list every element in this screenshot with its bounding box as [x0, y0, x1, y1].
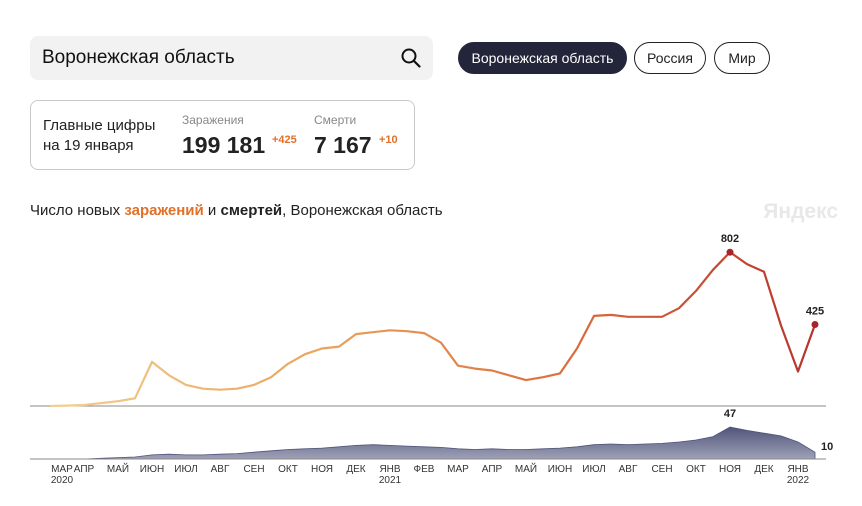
x-tick-label: ОКТ: [278, 464, 298, 475]
point-label: 802: [721, 233, 739, 245]
cases-total: 199 181: [182, 132, 266, 158]
x-tick-label: НОЯ: [719, 464, 741, 475]
watermark: Яндекс: [763, 200, 838, 223]
x-tick-label: МАР: [51, 464, 73, 475]
x-year-label: 2021: [379, 475, 402, 486]
x-tick-label: ИЮЛ: [174, 464, 197, 475]
tab-world[interactable]: Мир: [714, 42, 770, 74]
x-tick-label: ЯНВ: [787, 464, 808, 475]
point-label: 47: [724, 408, 736, 420]
summary-heading: Главные цифры: [43, 117, 156, 134]
title-part: Число новых: [30, 202, 121, 219]
cases-label: Заражения: [182, 113, 244, 127]
x-tick-label: АПР: [74, 464, 95, 475]
x-tick-label: ФЕВ: [414, 464, 435, 475]
x-tick-label: АВГ: [619, 464, 638, 475]
point-label: 10: [821, 441, 833, 453]
point-marker: [811, 321, 819, 328]
cases-line: [49, 251, 817, 408]
x-tick-label: СЕН: [651, 464, 672, 475]
tab-russia[interactable]: Россия: [634, 42, 706, 74]
x-tick-label: ИЮН: [548, 464, 573, 475]
title-cases: заражений: [124, 202, 204, 219]
x-tick-label: МАЙ: [107, 462, 129, 475]
summary-date: на 19 января: [43, 137, 134, 154]
x-tick-label: ДЕК: [346, 464, 365, 475]
search-box[interactable]: Воронежская область: [30, 36, 433, 80]
deaths-area: [50, 426, 816, 460]
x-tick-label: НОЯ: [311, 464, 333, 475]
deaths-label: Смерти: [314, 113, 357, 127]
title-part: и: [207, 202, 217, 219]
title-part: , Воронежская область: [282, 202, 443, 219]
x-tick-label: ОКТ: [686, 464, 706, 475]
x-tick-label: СЕН: [243, 464, 264, 475]
chart-title: Число новых заражений и смертей, Воронеж…: [30, 202, 443, 219]
x-tick-label: ИЮН: [140, 464, 165, 475]
x-tick-label: МАЙ: [515, 462, 537, 475]
x-tick-label: АВГ: [211, 464, 230, 475]
deaths-total: 7 167: [314, 132, 372, 158]
x-tick-label: АПР: [482, 464, 503, 475]
x-year-label: 2020: [51, 475, 74, 486]
title-deaths: смертей: [220, 202, 283, 219]
search-query[interactable]: Воронежская область: [42, 47, 235, 68]
point-label: 425: [806, 306, 824, 318]
x-tick-label: МАР: [447, 464, 469, 475]
point-marker: [726, 248, 734, 256]
x-tick-label: ИЮЛ: [582, 464, 605, 475]
x-tick-label: ДЕК: [754, 464, 773, 475]
search-icon[interactable]: [401, 48, 421, 68]
x-tick-label: ЯНВ: [379, 464, 400, 475]
tab-region[interactable]: Воронежская область: [458, 42, 627, 74]
cases-delta: +425: [272, 134, 297, 146]
summary-card: Главные цифры на 19 января Заражения 199…: [30, 100, 415, 170]
x-year-label: 2022: [787, 475, 810, 486]
deaths-delta: +10: [379, 134, 398, 146]
